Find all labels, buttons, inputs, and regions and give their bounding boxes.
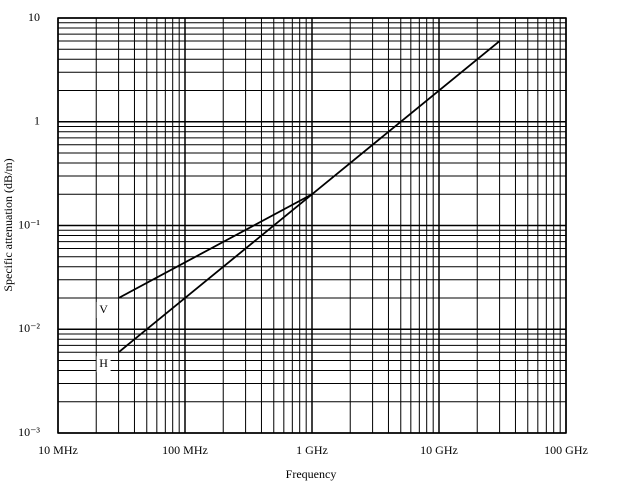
y-tick-label: 10⁻²	[18, 321, 40, 335]
x-axis-label: Frequency	[286, 467, 337, 481]
series-label-bg	[96, 356, 111, 373]
data-line	[118, 40, 501, 299]
series-label: V	[99, 302, 108, 316]
x-tick-label: 100 MHz	[162, 443, 208, 457]
y-tick-label: 10⁻¹	[18, 217, 40, 231]
data-line	[118, 193, 313, 353]
y-tick-label: 10⁻³	[18, 425, 40, 439]
y-axis-label: Specific attenuation (dB/m)	[1, 158, 15, 291]
y-tick-label: 1	[34, 114, 40, 128]
x-tick-label: 10 GHz	[420, 443, 458, 457]
series-label: H	[99, 356, 108, 370]
x-tick-label: 10 MHz	[38, 443, 78, 457]
plot-frame	[57, 17, 567, 434]
x-tick-label: 100 GHz	[544, 443, 588, 457]
series-label-bg	[96, 302, 111, 319]
y-tick-label: 10	[28, 10, 40, 24]
x-tick-label: 1 GHz	[296, 443, 328, 457]
